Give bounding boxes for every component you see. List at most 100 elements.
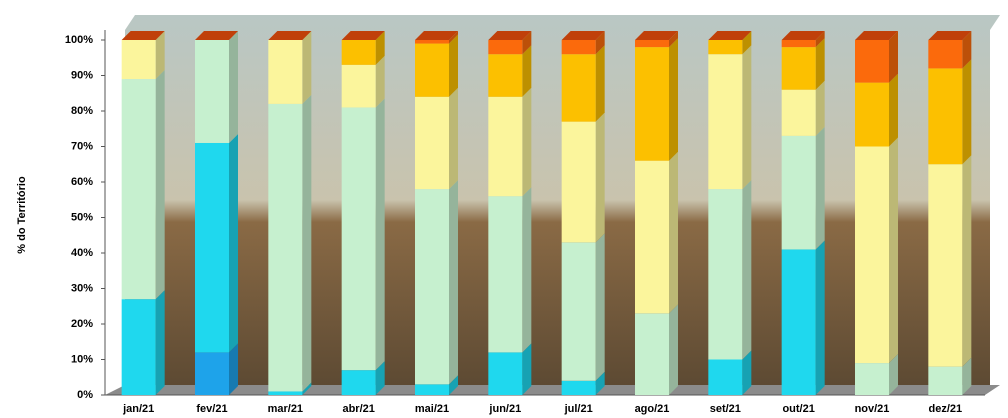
bar-segment [415,189,449,384]
bar-side [449,35,458,97]
bar-side [816,127,825,250]
bar-segment [342,370,376,395]
bar-segment [268,104,302,392]
bar-side [302,95,311,392]
y-tick-label: 30% [71,282,93,294]
y-axis-title: % do Território [16,176,28,254]
bar-side [302,31,311,104]
bar-side [522,45,531,97]
bar-side [742,180,751,359]
bar-side [816,240,825,395]
bar-segment [635,47,669,161]
bar-segment [195,352,229,395]
bar-side [596,233,605,380]
bar-segment [342,65,376,108]
bar-segment [855,363,889,395]
bar-segment [782,47,816,90]
bar-segment [855,83,889,147]
bar-side [669,304,678,395]
bar-side [449,180,458,384]
bar-segment [122,40,156,79]
bar-segment [928,164,962,366]
x-tick-label: jul/21 [564,403,593,415]
bar-side [229,31,238,143]
bar-segment [928,40,962,68]
bar-side [156,70,165,299]
bar-side [376,56,385,108]
bar-segment [488,97,522,196]
bar-segment [635,313,669,395]
bar-segment [562,122,596,243]
x-tick-label: mar/21 [268,403,303,415]
bar-segment [782,136,816,250]
bar-segment [195,143,229,352]
y-tick-label: 60% [71,176,93,188]
bar-side [522,88,531,196]
bar-side [962,155,971,366]
bar-side [669,152,678,314]
x-tick-label: out/21 [782,403,814,415]
y-tick-label: 10% [71,353,93,365]
bar-segment [415,97,449,189]
bar-side [522,343,531,395]
y-tick-label: 50% [71,211,93,223]
bar-side [669,38,678,161]
bar-segment [635,161,669,314]
x-tick-label: ago/21 [635,403,670,415]
bar-segment [562,242,596,380]
bar-segment [708,360,742,396]
x-tick-label: abr/21 [342,403,374,415]
bar-segment [415,384,449,395]
page: {"chart_data": {"type": "stacked-bar-3d"… [0,0,1008,418]
bar-side [889,31,898,83]
bar-segment [415,44,449,97]
bar-segment [268,391,302,395]
bar-side [742,45,751,189]
x-tick-label: nov/21 [855,403,890,415]
y-tick-label: 20% [71,318,93,330]
bar-segment [708,40,742,54]
bar-segment [562,54,596,121]
x-tick-label: fev/21 [196,403,227,415]
x-tick-label: jun/21 [488,403,521,415]
bar-side [229,134,238,352]
bar-segment [488,54,522,97]
bar-side [376,98,385,370]
y-tick-label: 80% [71,105,93,117]
bar-side [889,74,898,147]
bar-side [229,343,238,395]
bar-side [596,113,605,243]
bar-segment [928,367,962,395]
bar-segment [928,68,962,164]
bar-side [522,187,531,352]
x-tick-label: mai/21 [415,403,449,415]
bar-segment [488,40,522,54]
bar-segment [708,54,742,189]
y-tick-label: 40% [71,247,93,259]
bar-segment [488,352,522,395]
bar-segment [268,40,302,104]
bar-segment [488,196,522,352]
bar-side [156,290,165,395]
x-tick-label: dez/21 [929,403,963,415]
bar-segment [782,249,816,395]
y-tick-label: 100% [65,34,93,46]
x-tick-label: set/21 [710,403,741,415]
bar-segment [782,90,816,136]
bar-side [962,59,971,164]
bar-segment [122,79,156,299]
bar-segment [782,40,816,47]
bar-side [816,81,825,136]
bar-segment [195,40,229,143]
bar-segment [855,147,889,364]
bar-segment [855,40,889,83]
chart: % do Território 0%10%20%30%40%50%60%70%8… [0,0,1008,418]
bar-segment [708,189,742,359]
bar-segment [562,40,596,54]
y-tick-label: 90% [71,69,93,81]
bar-segment [122,299,156,395]
bar-side [889,138,898,364]
bar-side [449,88,458,189]
bar-segment [342,107,376,370]
bar-segment [562,381,596,395]
